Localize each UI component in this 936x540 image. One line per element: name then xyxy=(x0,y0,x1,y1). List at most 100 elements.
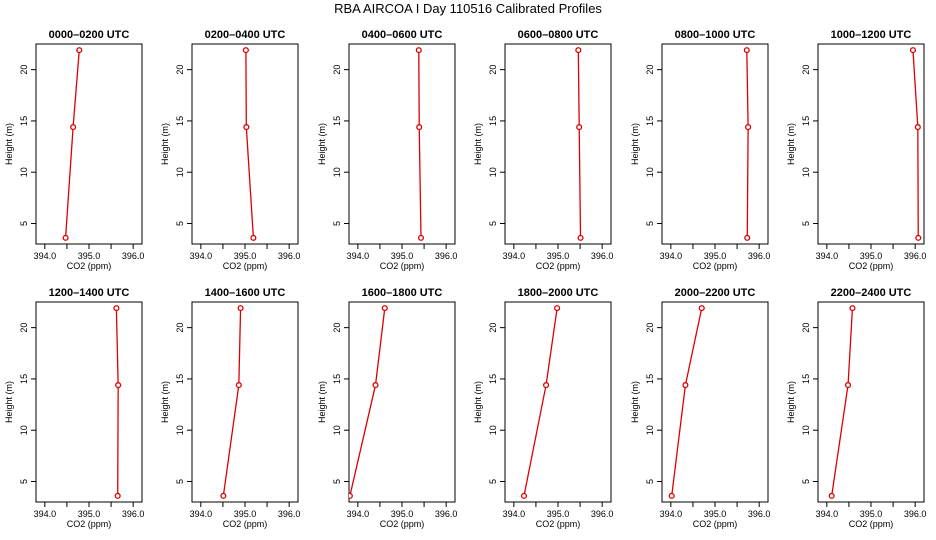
x-tick-label: 396.0 xyxy=(122,251,145,261)
plot-frame xyxy=(504,301,612,503)
x-tick-label: 395.0 xyxy=(234,251,257,261)
chart-title: 0400–0600 UTC xyxy=(362,29,443,41)
x-tick-label: 394.0 xyxy=(503,251,526,261)
y-tick-label: 20 xyxy=(801,65,811,75)
y-axis-label: Height (m) xyxy=(317,381,327,423)
profile-point xyxy=(381,305,388,312)
x-tick-label: 394.0 xyxy=(503,509,526,519)
profile-line xyxy=(64,50,80,238)
x-axis-label: CO2 (ppm) xyxy=(67,261,112,271)
x-axis-label: CO2 (ppm) xyxy=(693,519,738,529)
y-tick-label: 15 xyxy=(332,116,342,126)
x-tick-label: 395.0 xyxy=(704,251,727,261)
x-tick-label: 396.0 xyxy=(435,509,458,519)
profile-line xyxy=(523,308,558,496)
y-tick-label: 5 xyxy=(801,221,811,226)
chart-title: 0600–0800 UTC xyxy=(518,29,599,41)
x-tick-label: 395.0 xyxy=(547,251,570,261)
x-tick-label: 394.0 xyxy=(190,509,213,519)
x-tick-label: 394.0 xyxy=(660,251,683,261)
y-tick-label: 20 xyxy=(19,65,29,75)
chart-panel-5: 0800–1000 UTC 394.0 395.0 396.0 5 10 15 20 CO2 (… xyxy=(630,29,770,271)
plot-area xyxy=(62,47,83,241)
profile-line xyxy=(418,50,422,238)
chart-title: 1600–1800 UTC xyxy=(362,287,443,299)
x-tick-label: 396.0 xyxy=(435,251,458,261)
y-tick-label: 5 xyxy=(488,221,498,226)
profile-point xyxy=(698,305,705,312)
y-axis-label: Height (m) xyxy=(473,381,483,423)
profile-point xyxy=(577,234,584,241)
plot-area xyxy=(828,305,856,499)
y-axis-label: Height (m) xyxy=(786,381,796,423)
y-axis-label: Height (m) xyxy=(4,381,14,423)
chart-panel-3: 0400–0600 UTC 394.0 395.0 396.0 5 10 15 20 CO2 (… xyxy=(317,29,457,271)
y-tick-label: 15 xyxy=(801,116,811,126)
y-tick-label: 20 xyxy=(19,323,29,333)
chart-title: 0000–0200 UTC xyxy=(49,29,130,41)
plot-frame xyxy=(35,43,143,245)
y-tick-label: 10 xyxy=(175,425,185,435)
y-tick-label: 20 xyxy=(645,65,655,75)
y-tick-label: 5 xyxy=(19,479,29,484)
x-tick-label: 395.0 xyxy=(391,251,414,261)
profile-point xyxy=(114,492,121,499)
profile-line xyxy=(912,50,919,238)
y-tick-label: 15 xyxy=(488,116,498,126)
y-tick-label: 20 xyxy=(175,65,185,75)
chart-title: 1800–2000 UTC xyxy=(518,287,599,299)
x-tick-label: 396.0 xyxy=(904,509,927,519)
x-tick-label: 395.0 xyxy=(391,509,414,519)
profile-point xyxy=(520,492,528,499)
y-tick-label: 15 xyxy=(175,374,185,384)
y-tick-label: 15 xyxy=(19,374,29,384)
chart-title: 1000–1200 UTC xyxy=(831,29,912,41)
y-tick-label: 15 xyxy=(19,116,29,126)
y-tick-label: 20 xyxy=(332,323,342,333)
profile-line xyxy=(115,308,119,496)
x-tick-label: 396.0 xyxy=(591,509,614,519)
chart-title: 1200–1400 UTC xyxy=(49,287,130,299)
chart-panel-11: 2000–2200 UTC 394.0 395.0 396.0 5 10 15 20 CO2 (… xyxy=(630,287,770,529)
chart-panel-12: 2200–2400 UTC 394.0 395.0 396.0 5 10 15 20 CO2 (… xyxy=(786,287,926,529)
y-tick-label: 20 xyxy=(488,65,498,75)
y-tick-label: 10 xyxy=(332,167,342,177)
chart-title: 2200–2400 UTC xyxy=(831,287,912,299)
plot-frame xyxy=(191,301,299,503)
y-tick-label: 20 xyxy=(332,65,342,75)
chart-title: 0200–0400 UTC xyxy=(205,29,286,41)
y-tick-label: 5 xyxy=(801,479,811,484)
plot-frame xyxy=(661,43,769,245)
chart-panel-8: 1400–1600 UTC 394.0 395.0 396.0 5 10 15 20 CO2 (… xyxy=(160,287,300,529)
profile-point xyxy=(242,47,249,54)
x-tick-label: 396.0 xyxy=(904,251,927,261)
x-axis-label: CO2 (ppm) xyxy=(849,261,894,271)
x-tick-label: 394.0 xyxy=(34,509,57,519)
plot-area xyxy=(113,305,122,499)
profile-point xyxy=(62,234,69,241)
y-tick-label: 15 xyxy=(645,116,655,126)
x-tick-label: 394.0 xyxy=(816,251,839,261)
profile-point xyxy=(415,47,422,54)
y-axis-label: Height (m) xyxy=(786,123,796,165)
chart-title: 2000–2200 UTC xyxy=(675,287,756,299)
x-axis-label: CO2 (ppm) xyxy=(536,261,581,271)
plot-frame xyxy=(35,301,143,503)
chart-panel-2: 0200–0400 UTC 394.0 395.0 396.0 5 10 15 20 CO2 (… xyxy=(160,29,300,271)
x-axis-label: CO2 (ppm) xyxy=(223,519,268,529)
y-tick-label: 10 xyxy=(175,167,185,177)
y-tick-label: 10 xyxy=(19,425,29,435)
x-tick-label: 394.0 xyxy=(190,251,213,261)
plot-area xyxy=(520,305,561,499)
plot-area xyxy=(415,47,425,241)
profile-point xyxy=(844,382,852,389)
y-tick-label: 5 xyxy=(19,221,29,226)
profile-point xyxy=(417,234,425,241)
x-tick-label: 395.0 xyxy=(234,509,257,519)
x-axis-label: CO2 (ppm) xyxy=(223,261,268,271)
profile-point xyxy=(745,124,752,131)
y-tick-label: 15 xyxy=(175,116,185,126)
page-title: RBA AIRCOA I Day 110516 Calibrated Profi… xyxy=(334,1,602,16)
x-axis-label: CO2 (ppm) xyxy=(67,519,112,529)
